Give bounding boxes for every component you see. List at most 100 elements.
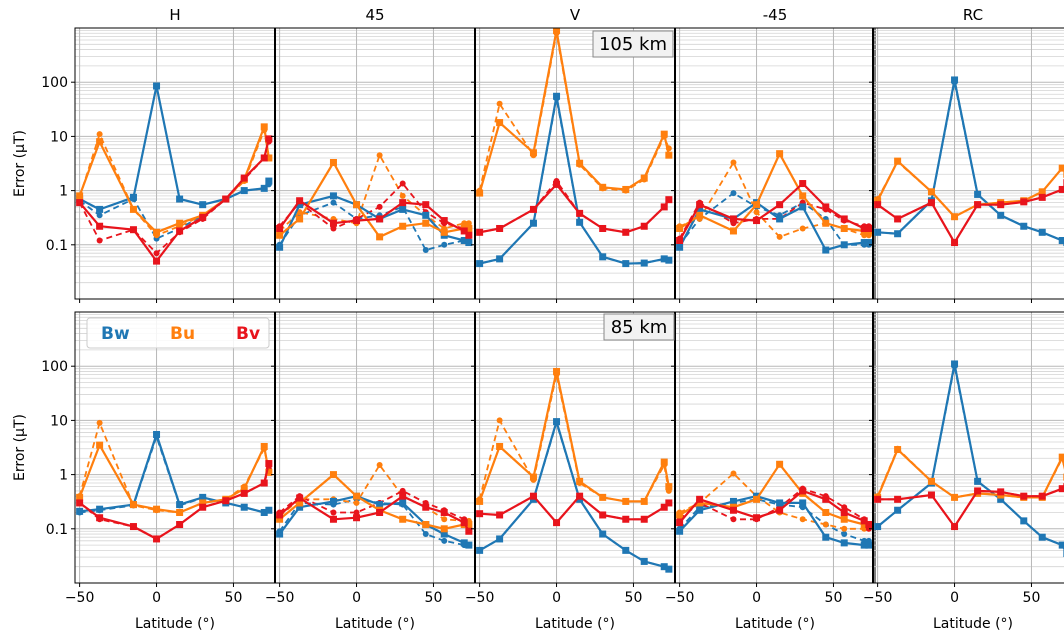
data-point-Bu (894, 446, 902, 454)
data-point-Bu-dashed (296, 209, 303, 216)
series-line-Bv-solid (877, 486, 1064, 528)
data-point-Bw (96, 505, 104, 513)
data-point-Bu (660, 458, 668, 466)
data-point-Bu (240, 485, 248, 493)
data-point-Bv (676, 519, 684, 527)
series-line-Bu-dashed (279, 464, 469, 522)
data-point-Bv (76, 199, 84, 207)
data-point-Bu (529, 149, 537, 157)
data-point-Bw (665, 256, 673, 264)
data-point-Bw (865, 239, 873, 247)
data-point-Bv (265, 460, 273, 468)
panel-frame (74, 27, 276, 300)
data-point-Bw (599, 253, 607, 261)
data-point-Bv-dashed (399, 180, 406, 187)
data-point-Bw (874, 228, 882, 236)
data-point-Bv (96, 222, 104, 230)
data-point-Bw (665, 565, 673, 573)
data-point-Bv (951, 239, 959, 247)
data-point-Bv (465, 231, 473, 239)
data-point-Bu-dashed (399, 192, 406, 199)
data-point-Bu-dashed (441, 516, 448, 523)
panel-title: H (169, 6, 180, 24)
data-point-Bv (76, 499, 84, 507)
data-point-Bv (576, 492, 584, 500)
data-point-Bw (799, 499, 807, 507)
data-point-Bw (576, 218, 584, 226)
series-line-Bu-solid (478, 29, 670, 194)
series-line-Bu-solid (478, 370, 670, 503)
x-tick-label: 50 (625, 590, 643, 606)
data-point-Bv (96, 514, 104, 522)
data-point-Bu-dashed (496, 100, 503, 107)
data-point-Bv (776, 506, 784, 514)
series-line-Bu-solid (78, 125, 270, 234)
data-point-Bv (1038, 492, 1046, 500)
y-axis-label: Error (μT) (12, 414, 28, 481)
data-point-Bw (276, 243, 284, 251)
data-point-Bu (927, 188, 935, 196)
data-point-Bu-dashed (822, 521, 829, 528)
panel-series (874, 360, 1064, 558)
data-point-Bu (329, 471, 337, 479)
data-point-Bw-dashed (422, 531, 429, 538)
data-point-Bv (260, 479, 268, 487)
x-tick-label: −50 (65, 590, 95, 606)
series-line-Bv-solid (678, 182, 869, 242)
panel-frame (872, 311, 1064, 584)
data-point-Bu-dashed (799, 516, 806, 523)
data-point-Bu (422, 219, 430, 227)
data-point-Bw (199, 201, 207, 209)
data-point-Bu (927, 477, 935, 485)
data-point-Bu (776, 150, 784, 158)
data-point-Bv-dashed (730, 516, 737, 523)
series-line-Bu-solid (278, 473, 469, 530)
data-point-Bw (399, 499, 407, 507)
data-point-Bw (865, 541, 873, 549)
data-point-Bu (265, 154, 273, 162)
data-point-Bu (153, 228, 161, 236)
data-point-Bv (553, 519, 561, 527)
x-tick-label: 0 (752, 590, 761, 606)
data-point-Bv (329, 219, 337, 227)
data-point-Bv (376, 508, 384, 516)
data-point-Bv-dashed (96, 237, 103, 244)
data-point-Bw (376, 501, 384, 509)
data-point-Bu-dashed (730, 159, 737, 166)
data-point-Bw (465, 541, 473, 549)
series-line-Bv-solid (479, 495, 670, 524)
data-point-Bw (1058, 237, 1064, 245)
data-point-Bw (1038, 228, 1046, 236)
data-point-Bw (974, 190, 982, 198)
data-point-Bv (822, 203, 830, 211)
data-point-Bu (665, 483, 673, 491)
data-point-Bu-dashed (465, 220, 472, 227)
data-point-Bu (353, 201, 361, 209)
y-axis-label: Error (μT) (12, 130, 28, 197)
data-point-Bv (696, 495, 704, 503)
data-point-Bw (76, 507, 84, 515)
data-point-Bv (640, 515, 648, 523)
data-point-Bw (265, 506, 273, 514)
data-point-Bv (129, 523, 137, 531)
data-point-Bv-dashed (399, 487, 406, 494)
data-point-Bw (799, 203, 807, 211)
data-point-Bu (640, 174, 648, 182)
y-tick-label: 0.1 (46, 238, 68, 254)
series-line-Bv-dashed (679, 487, 870, 530)
data-point-Bv (1058, 485, 1064, 493)
data-point-Bu (1058, 453, 1064, 461)
data-point-Bv (240, 489, 248, 497)
panel-105km-V: V (471, 6, 676, 303)
data-point-Bv (496, 224, 504, 232)
data-point-Bv (676, 237, 684, 245)
data-point-Bw (329, 497, 337, 505)
data-point-Bw (496, 535, 504, 543)
data-point-Bv (729, 215, 737, 223)
data-point-Bu (440, 525, 448, 533)
y-tick-label: 100 (41, 75, 68, 91)
data-point-Bw (776, 215, 784, 223)
data-point-Bu (76, 493, 84, 501)
data-point-Bu-dashed (841, 525, 848, 532)
data-point-Bw (860, 239, 868, 247)
